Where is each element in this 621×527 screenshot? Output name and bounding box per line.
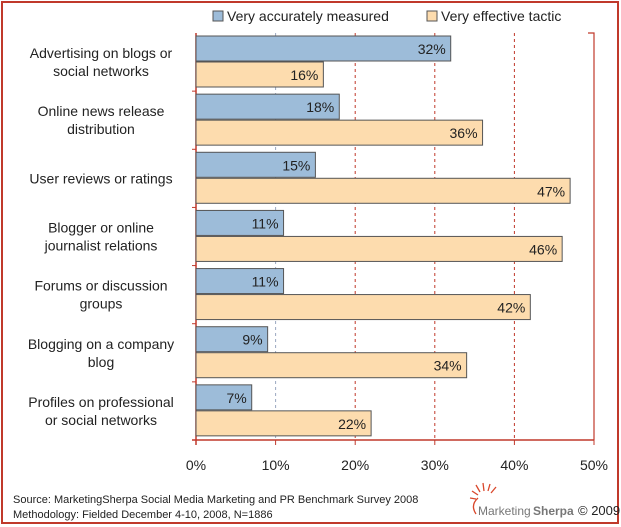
legend: Very accurately measured Very effective … [212, 8, 561, 24]
copyright: © 2009 [578, 503, 620, 518]
tick-label: 20% [341, 457, 369, 473]
category-label: Blogger or online [48, 220, 154, 236]
legend-label-effective: Very effective tactic [441, 8, 561, 24]
category-label: blog [88, 354, 114, 370]
tick-label: 10% [262, 457, 290, 473]
bar [195, 410, 372, 437]
bar-label: 11% [252, 274, 279, 290]
bars: 32% 16% 18% 36% 15% 47% 11% 46% 11% 42% 9% 34% 7% 22% [195, 35, 571, 437]
bar [195, 268, 285, 295]
bar-label: 42% [497, 300, 525, 316]
bar [195, 61, 324, 88]
bar-label: 15% [282, 157, 310, 173]
category-label: distribution [67, 121, 135, 137]
category-label: Advertising on blogs or [30, 45, 173, 61]
category-label: User reviews or ratings [29, 170, 172, 186]
category-label: or social networks [45, 412, 157, 428]
bar [195, 35, 452, 62]
bar-label: 34% [434, 358, 462, 374]
bar [195, 235, 563, 262]
category-label: Profiles on professional [28, 394, 174, 410]
bar [195, 119, 484, 146]
category-label: journalist relations [44, 238, 158, 254]
bar [195, 352, 468, 379]
legend-label-measured: Very accurately measured [227, 8, 389, 24]
bar-label: 36% [450, 125, 478, 141]
bar-label: 46% [529, 241, 557, 257]
tick-label: 0% [186, 457, 206, 473]
bar [195, 209, 285, 236]
category-labels: Advertising on blogs or social networks On… [28, 45, 174, 428]
category-label: Online news release [38, 103, 165, 119]
bar [195, 93, 340, 120]
logo-text-sherpa: Sherpa [533, 504, 574, 518]
category-label: Forums or discussion [34, 278, 167, 294]
bar-label: 16% [290, 67, 318, 83]
methodology-note: Methodology: Fielded December 4-10, 2008… [13, 509, 273, 521]
tick-label: 50% [580, 457, 608, 473]
bar [195, 384, 253, 411]
tick-label: 40% [500, 457, 528, 473]
bar [195, 294, 531, 321]
marketingsherpa-logo: Marketing Sherpa [469, 482, 574, 518]
category-label: Blogging on a company [28, 336, 174, 352]
bar-label: 32% [418, 41, 446, 57]
bar-label: 47% [537, 183, 565, 199]
bar-label: 9% [242, 332, 262, 348]
category-label: social networks [53, 63, 149, 79]
x-ticks: 0% 10% 20% 30% 40% 50% [186, 440, 608, 473]
bar-label: 22% [338, 416, 366, 432]
right-frame [588, 32, 595, 440]
sun-icon [469, 482, 497, 515]
bar-label: 11% [252, 215, 279, 231]
bar [195, 326, 269, 353]
tick-label: 30% [421, 457, 449, 473]
legend-swatch-effective [426, 10, 438, 22]
bar [195, 151, 316, 178]
bar [195, 177, 571, 204]
category-label: groups [80, 296, 123, 312]
bar-label: 18% [306, 99, 334, 115]
logo-text-marketing: Marketing [478, 504, 531, 518]
source-note: Source: MarketingSherpa Social Media Mar… [13, 494, 418, 506]
legend-swatch-measured [212, 10, 224, 22]
bar-label: 7% [226, 390, 246, 406]
